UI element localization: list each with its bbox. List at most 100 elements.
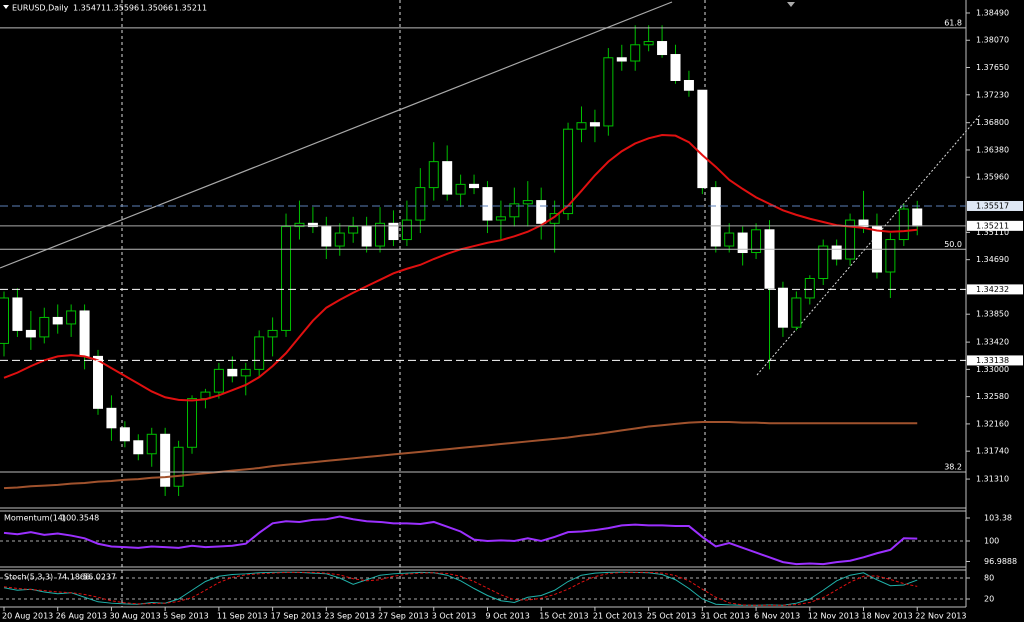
- candle-body: [428, 161, 439, 189]
- bid-tag: 1.35211: [976, 221, 1009, 230]
- level-tag: 1.35517: [976, 201, 1009, 210]
- header: EURUSD,Daily 1.35471 1.35596 1.35066 1.3…: [3, 4, 207, 13]
- candle-body: [683, 79, 694, 91]
- candle-body: [831, 245, 842, 260]
- candle-body: [845, 219, 856, 260]
- candle-body: [482, 187, 493, 221]
- level-tag-bg: [967, 284, 1023, 295]
- candle-body: [724, 232, 735, 247]
- x-tick-label: 31 Oct 2013: [700, 612, 749, 621]
- candle-body: [281, 226, 292, 331]
- candle-body: [321, 226, 332, 247]
- candle-body: [375, 222, 386, 247]
- x-tick-label: 9 Oct 2013: [485, 612, 529, 621]
- candle-body: [348, 226, 359, 234]
- x-tick-label: 22 Nov 2013: [915, 612, 966, 621]
- candle-body: [146, 433, 157, 455]
- candle-body: [536, 200, 547, 224]
- candle-body: [697, 89, 708, 189]
- y-tick-label: 1.33000: [976, 365, 1009, 374]
- bid-tag-bg: [967, 220, 1023, 231]
- y-tick-label: 103.38: [984, 514, 1012, 523]
- x-tick-label: 3 Oct 2013: [432, 612, 476, 621]
- ohlc-open: 1.35471: [73, 4, 106, 13]
- shift-marker: [787, 2, 795, 7]
- candle-body: [791, 297, 802, 328]
- y-tick-label: 1.35960: [976, 173, 1009, 182]
- y-tick-label: 1.34690: [976, 255, 1009, 264]
- candle-body: [469, 183, 480, 189]
- candle-body: [39, 316, 50, 338]
- fibo-label: 50.0: [944, 240, 962, 249]
- level-tag: 1.34232: [976, 285, 1009, 294]
- candle-body: [173, 446, 184, 487]
- candle-body: [442, 161, 453, 195]
- candle-body: [751, 229, 762, 254]
- y-tick-label: 1.36380: [976, 145, 1009, 154]
- candle-body: [455, 183, 466, 195]
- x-tick-label: 23 Sep 2013: [324, 612, 375, 621]
- y-tick-label: 20: [984, 594, 994, 603]
- x-tick-label: 18 Nov 2013: [862, 612, 913, 621]
- x-tick-label: 12 Nov 2013: [808, 612, 859, 621]
- y-tick-label: 1.38070: [976, 36, 1009, 45]
- candle-body: [307, 222, 318, 228]
- candle-body: [187, 398, 198, 448]
- candle-body: [737, 232, 748, 254]
- y-tick-label: 1.32160: [976, 419, 1009, 428]
- x-tick-label: 6 Nov 2013: [754, 612, 800, 621]
- candle-body: [401, 219, 412, 241]
- candle-body: [267, 329, 278, 338]
- candle-body: [334, 232, 345, 247]
- candle-body: [576, 122, 587, 130]
- fibo-label: 61.8: [944, 18, 962, 27]
- stoch-title: Stoch(5,3,3): [4, 573, 53, 582]
- symbol-title: EURUSD,Daily: [12, 4, 69, 13]
- plot-layer: 61.8 50.0 38.2 1.38490 1.38070 1.37650 1.37230…: [0, 8, 1023, 621]
- candle-body: [898, 208, 909, 241]
- candle-body: [630, 44, 641, 62]
- candle-body: [79, 310, 90, 357]
- y-tick-label: 80: [984, 574, 994, 583]
- candle-body: [643, 41, 654, 46]
- momentum-title: Momentum(14): [4, 514, 66, 523]
- candle-body: [25, 329, 36, 338]
- stoch-main-value: 74.1866: [57, 573, 90, 582]
- y-tick-label: 1.38490: [976, 8, 1009, 17]
- level-tag-bg: [967, 355, 1023, 366]
- candle-body: [12, 297, 23, 331]
- x-tick-label: 5 Sep 2013: [163, 612, 209, 621]
- ohlc-close: 1.35211: [174, 4, 207, 13]
- indicator-line: [3, 515, 918, 566]
- candle-body: [549, 213, 560, 224]
- candle-body: [361, 226, 372, 247]
- candle-body: [415, 187, 426, 221]
- candle-body: [66, 310, 77, 325]
- x-tick-label: 20 Aug 2013: [2, 612, 53, 621]
- trend-line: [0, 1, 673, 269]
- candle-body: [657, 41, 668, 56]
- candle-body: [133, 440, 144, 455]
- y-tick-label: 1.37650: [976, 63, 1009, 72]
- candle-body: [804, 277, 815, 299]
- stoch-signal-value: 56.0237: [83, 573, 116, 582]
- x-tick-label: 11 Sep 2013: [217, 612, 268, 621]
- x-tick-label: 25 Oct 2013: [647, 612, 696, 621]
- level-tag-bg: [967, 200, 1023, 211]
- y-tick-label: 1.36800: [976, 118, 1009, 127]
- y-tick-label: 1.33850: [976, 310, 1009, 319]
- candle-body: [710, 187, 721, 247]
- y-tick-label: 1.33420: [976, 338, 1009, 347]
- fibo-label: 38.2: [944, 462, 962, 471]
- candle-body: [670, 54, 681, 81]
- candle-body: [912, 208, 923, 227]
- indicator-line: [3, 571, 918, 606]
- trend-line: [756, 114, 981, 376]
- x-tick-label: 27 Sep 2013: [378, 612, 429, 621]
- y-tick-label: 1.37230: [976, 90, 1009, 99]
- candle-body: [563, 128, 574, 215]
- candle-body: [522, 200, 533, 205]
- y-tick-label: 1.31310: [976, 475, 1009, 484]
